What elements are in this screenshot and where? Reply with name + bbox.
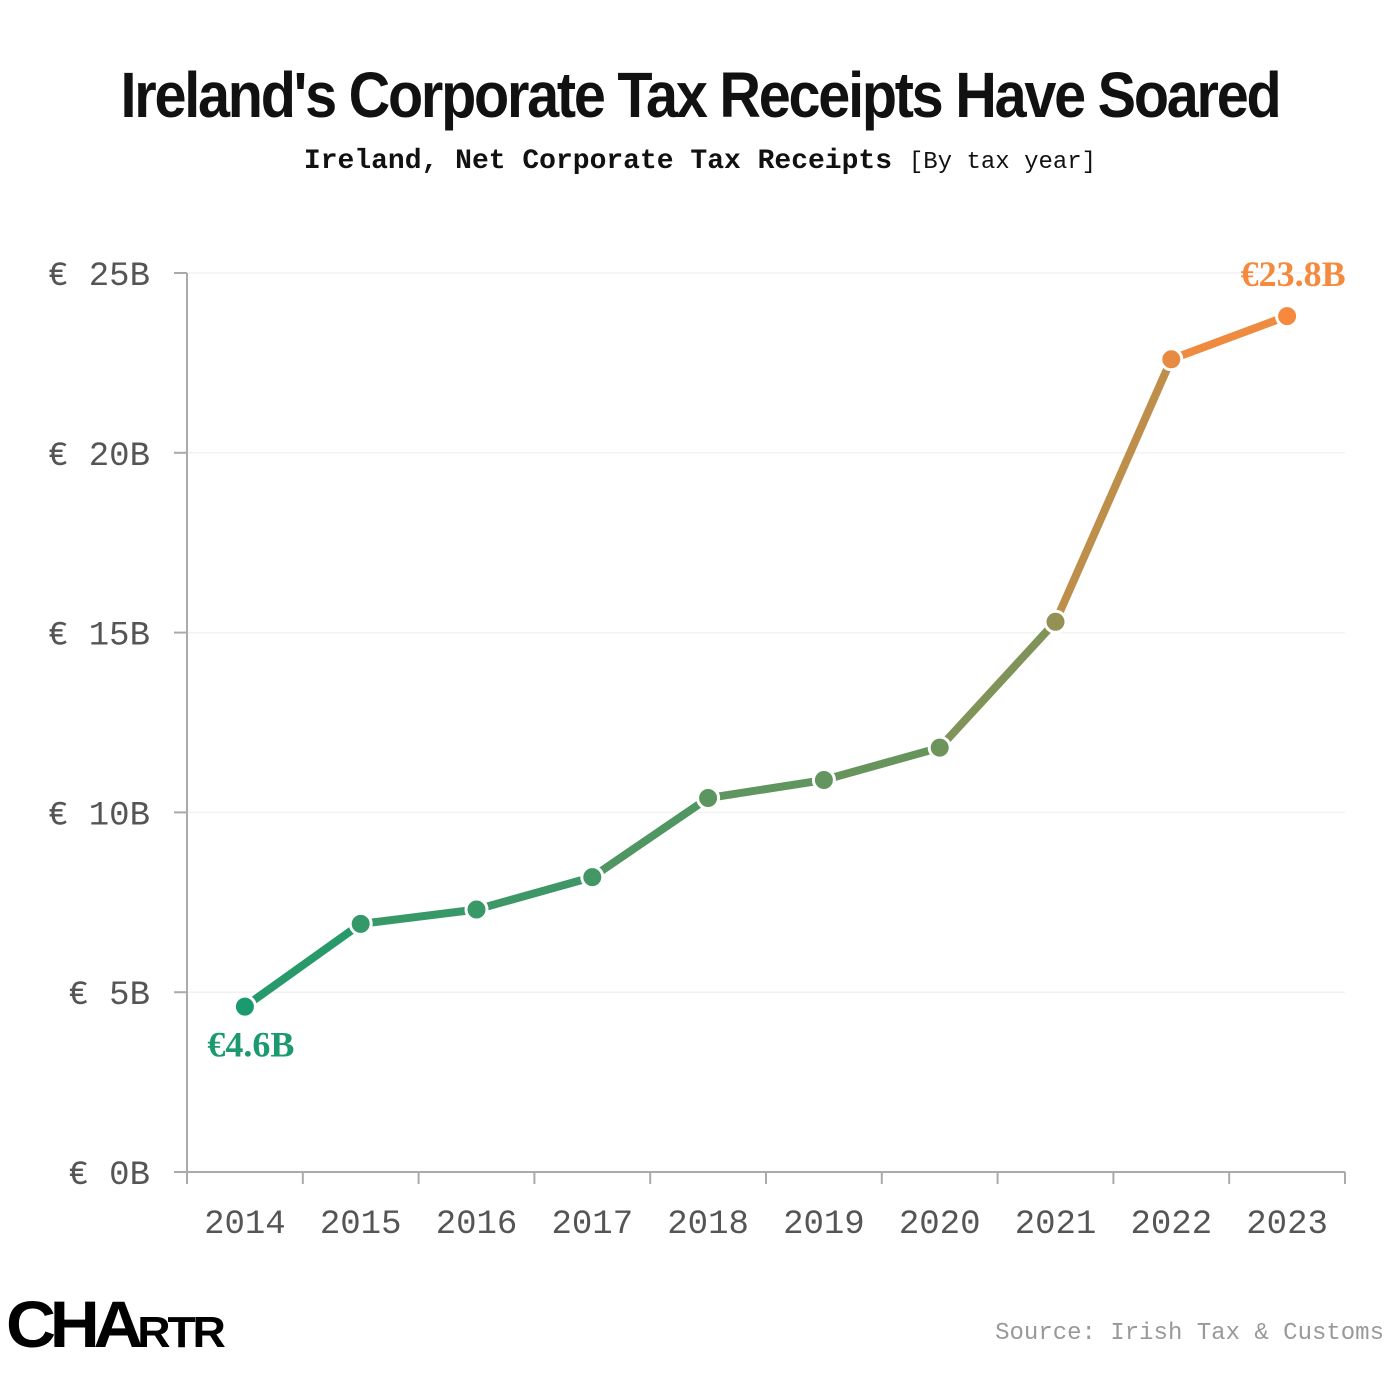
line-segment	[935, 617, 1060, 752]
y-tick-label: € 10B	[48, 797, 150, 835]
x-tick-label: 2022	[1130, 1206, 1212, 1244]
annotation-last: €23.8B	[1241, 254, 1346, 294]
y-tick-label: € 15B	[48, 618, 150, 656]
data-point	[232, 994, 257, 1019]
x-tick-label: 2017	[551, 1206, 633, 1244]
data-point	[1159, 347, 1184, 372]
data-point	[696, 786, 721, 811]
annotation-first: €4.6B	[207, 1025, 294, 1065]
data-point	[464, 897, 489, 922]
x-tick-label: 2021	[1015, 1206, 1097, 1244]
line-segment	[240, 919, 365, 1011]
chart-subtitle: Ireland, Net Corporate Tax Receipts [By …	[0, 146, 1400, 177]
x-tick-label: 2023	[1246, 1206, 1328, 1244]
y-tick-label: € 5B	[68, 977, 150, 1015]
data-point	[1043, 609, 1068, 634]
line-segment	[704, 776, 828, 803]
x-tick-label: 2020	[899, 1206, 981, 1244]
data-point	[927, 735, 952, 760]
line-segment	[1167, 312, 1292, 364]
x-tick-label: 2016	[436, 1206, 518, 1244]
y-tick-label: € 25B	[48, 258, 150, 296]
data-point	[1275, 304, 1300, 329]
subtitle-note: [By tax year]	[908, 149, 1097, 176]
data-point	[580, 865, 605, 890]
source-note: Source: Irish Tax & Customs	[995, 1320, 1384, 1347]
x-tick-label: 2014	[204, 1206, 286, 1244]
line-segment	[819, 743, 944, 785]
subtitle-main: Ireland, Net Corporate Tax Receipts	[303, 146, 893, 177]
data-point	[348, 911, 373, 936]
y-tick-label: € 20B	[48, 438, 150, 476]
chart-title: Ireland's Corporate Tax Receipts Have So…	[120, 59, 1282, 131]
line-segment	[588, 794, 713, 882]
line-segment	[356, 905, 481, 928]
data-point	[811, 768, 836, 793]
x-tick-label: 2015	[320, 1206, 402, 1244]
x-tick-label: 2018	[667, 1206, 749, 1244]
line-segment	[472, 873, 597, 914]
line-segment	[1051, 355, 1176, 626]
chartr-logo: CHARTR	[6, 1287, 226, 1361]
x-tick-label: 2019	[783, 1206, 865, 1244]
y-tick-label: € 0B	[68, 1157, 150, 1195]
